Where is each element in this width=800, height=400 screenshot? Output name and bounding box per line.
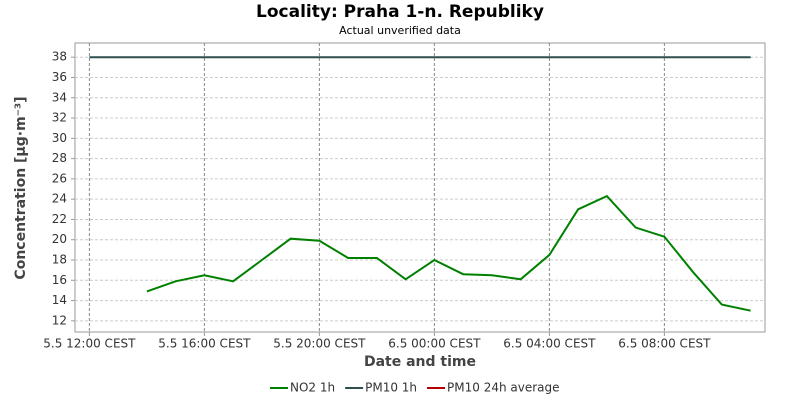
y-tick-label: 36	[52, 70, 67, 84]
x-tick-label: 5.5 12:00 CEST	[43, 337, 136, 351]
y-tick-label: 16	[52, 273, 67, 287]
x-tick-label: 6.5 08:00 CEST	[618, 337, 711, 351]
y-tick-label: 26	[52, 171, 67, 185]
y-tick-label: 12	[52, 313, 67, 327]
chart-title: Locality: Praha 1-n. Republiky	[256, 2, 544, 22]
y-tick-label: 18	[52, 253, 67, 267]
x-axis-label: Date and time	[364, 354, 476, 370]
series-line	[146, 194, 751, 312]
y-tick-label: 32	[52, 111, 67, 125]
x-tick-label: 6.5 00:00 CEST	[388, 337, 481, 351]
x-tick-label: 5.5 16:00 CEST	[158, 337, 251, 351]
y-tick-label: 38	[52, 50, 67, 64]
y-axis-label: Concentration [µg·m⁻³]	[13, 96, 29, 279]
y-tick-label: 28	[52, 151, 67, 165]
y-tick-label: 14	[52, 293, 67, 307]
plot-area	[74, 42, 766, 333]
y-tick-label: 20	[52, 232, 67, 246]
x-tick-label: 6.5 04:00 CEST	[503, 337, 596, 351]
y-tick-label: 34	[52, 90, 67, 104]
y-tick-label: 30	[52, 131, 67, 145]
legend-label: PM10 1h	[365, 381, 417, 395]
x-tick-label: 5.5 20:00 CEST	[273, 337, 366, 351]
legend-label: NO2 1h	[290, 381, 335, 395]
legend-label: PM10 24h average	[447, 381, 560, 395]
chart-subtitle: Actual unverified data	[339, 24, 461, 37]
y-tick-label: 22	[52, 212, 67, 226]
y-tick-label: 24	[52, 192, 67, 206]
